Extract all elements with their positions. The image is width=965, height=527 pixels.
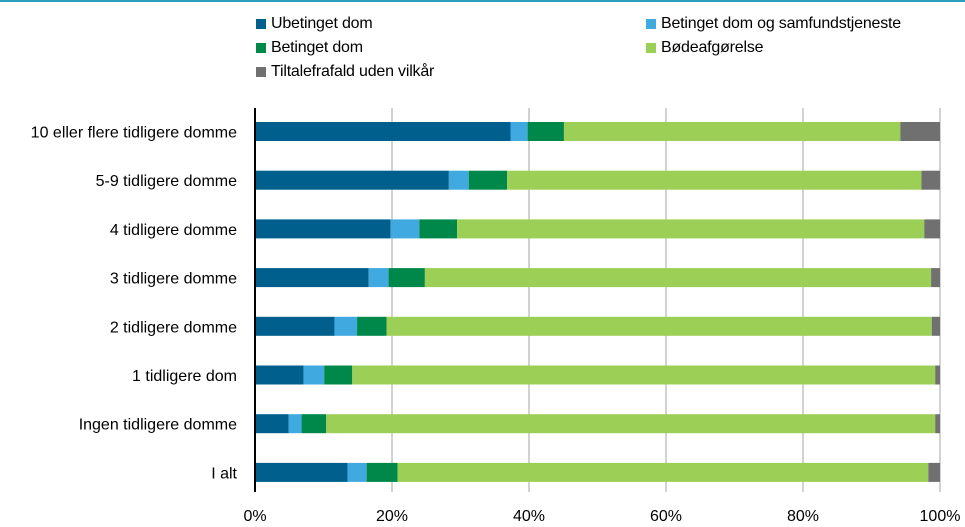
bar-segment: [931, 316, 940, 336]
bar-segment: [935, 414, 940, 434]
legend-item-bodeafgorelse: Bødeafgørelse: [646, 38, 764, 58]
category-labels: 10 eller flere tidligere domme 5-9 tidlig…: [31, 125, 238, 483]
bar-segment: [352, 365, 936, 385]
bar-segment: [507, 170, 922, 190]
grid-lines: [391, 108, 941, 492]
legend-label: Ubetinget dom: [271, 15, 373, 32]
bar-segment: [334, 316, 358, 336]
legend: Ubetinget dom Betinget dom Tiltalefrafal…: [0, 0, 965, 100]
bar-segment: [386, 316, 932, 336]
bar-segment: [388, 268, 425, 288]
bar-segment: [419, 219, 458, 239]
bar-segment: [921, 170, 940, 190]
bar-segment: [326, 414, 936, 434]
legend-swatch: [646, 19, 656, 29]
legend-swatch: [256, 43, 266, 53]
bar-segment: [457, 219, 925, 239]
x-tick-label: 80%: [787, 508, 819, 525]
bar-segment: [255, 268, 369, 288]
value-tick-labels: 0% 20% 40% 60% 80% 100%: [243, 508, 960, 525]
bar-segment: [563, 122, 901, 141]
x-tick-label: 100%: [920, 508, 961, 525]
category-label: Ingen tidligere domme: [79, 417, 237, 434]
bar-segment: [527, 122, 564, 141]
bar-segment: [255, 365, 304, 385]
bar-segment: [510, 122, 528, 141]
bar-segment: [255, 122, 511, 141]
bar-segment: [288, 414, 302, 434]
x-tick-label: 0%: [243, 508, 266, 525]
bar-segment: [357, 316, 387, 336]
category-label: 10 eller flere tidligere domme: [31, 125, 237, 142]
legend-item-betinget-dom-samfundstjeneste: Betinget dom og samfundstjeneste: [646, 14, 901, 34]
bar-segment: [255, 316, 335, 336]
legend-swatch: [256, 67, 266, 77]
category-label: 4 tidligere domme: [110, 222, 237, 239]
bar-segment: [347, 462, 367, 482]
bar-segment: [368, 268, 389, 288]
bar-segment: [366, 462, 398, 482]
category-label: 2 tidligere domme: [110, 319, 237, 336]
x-tick-label: 60%: [650, 508, 682, 525]
bar-segment: [390, 219, 420, 239]
bar-segment: [255, 462, 348, 482]
legend-item-tiltalefrafald: Tiltalefrafald uden vilkår: [256, 62, 434, 82]
bar-segment: [303, 365, 325, 385]
bar-segment: [255, 170, 449, 190]
legend-label: Betinget dom: [271, 39, 363, 56]
legend-label: Betinget dom og samfundstjeneste: [661, 15, 901, 32]
bar-segment: [397, 462, 929, 482]
bar-segment: [324, 365, 353, 385]
category-label: 5-9 tidligere domme: [96, 173, 238, 190]
bar-segment: [935, 365, 940, 385]
bar-segment: [931, 268, 940, 288]
x-tick-label: 40%: [513, 508, 545, 525]
bar-segment: [468, 170, 508, 190]
bar-segment: [924, 219, 940, 239]
x-tick-label: 20%: [376, 508, 408, 525]
bar-segment: [255, 414, 289, 434]
bar-segment: [255, 219, 391, 239]
legend-item-betinget-dom: Betinget dom: [256, 38, 363, 58]
legend-label: Bødeafgørelse: [661, 39, 764, 56]
category-label: 3 tidligere domme: [110, 271, 237, 288]
bar-segment: [928, 462, 940, 482]
bar-segment: [301, 414, 327, 434]
legend-swatch: [646, 43, 656, 53]
legend-item-ubetinget-dom: Ubetinget dom: [256, 14, 373, 34]
top-accent-line: [0, 0, 965, 2]
bar-segment: [448, 170, 469, 190]
legend-swatch: [256, 19, 266, 29]
bar-segment: [900, 122, 940, 141]
category-label: 1 tidligere dom: [132, 368, 237, 385]
bar-segment: [424, 268, 932, 288]
legend-label: Tiltalefrafald uden vilkår: [271, 63, 435, 80]
category-label: I alt: [211, 465, 237, 482]
bars: [255, 122, 940, 482]
